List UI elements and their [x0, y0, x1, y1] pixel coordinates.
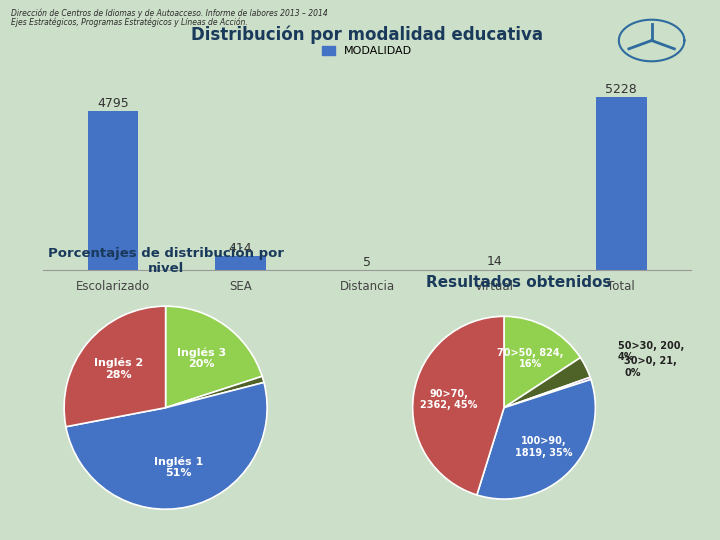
- Bar: [215, 256, 266, 270]
- Wedge shape: [413, 316, 504, 495]
- Title: Porcentajes de distribución por
nivel: Porcentajes de distribución por nivel: [48, 247, 284, 275]
- Wedge shape: [166, 376, 264, 408]
- Text: Resultados obtenidos: Resultados obtenidos: [426, 275, 611, 291]
- Wedge shape: [477, 380, 595, 499]
- Text: 100>90,
1819, 35%: 100>90, 1819, 35%: [515, 436, 572, 458]
- Text: Inglés 3
20%: Inglés 3 20%: [177, 347, 226, 369]
- Text: Ejes Estratégicos, Programas Estratégicos y Líneas de Acción.: Ejes Estratégicos, Programas Estratégico…: [11, 18, 248, 28]
- Wedge shape: [66, 382, 267, 509]
- Wedge shape: [504, 377, 591, 408]
- Text: 50>30, 200,
4%: 50>30, 200, 4%: [618, 341, 684, 362]
- Text: Inglés 1
51%: Inglés 1 51%: [154, 456, 204, 478]
- Text: 14: 14: [487, 255, 502, 268]
- Legend: MODALIDAD: MODALIDAD: [318, 42, 417, 60]
- Title: Distribución por modalidad educativa: Distribución por modalidad educativa: [192, 25, 543, 44]
- Bar: [88, 111, 138, 270]
- Text: 5228: 5228: [606, 83, 637, 96]
- Text: 90>70,
2362, 45%: 90>70, 2362, 45%: [420, 388, 477, 410]
- Text: 70>50, 824,
16%: 70>50, 824, 16%: [498, 348, 564, 369]
- Text: 5: 5: [363, 255, 372, 268]
- Wedge shape: [166, 306, 262, 408]
- Text: 414: 414: [228, 242, 252, 255]
- Text: Inglés 2
28%: Inglés 2 28%: [94, 358, 143, 380]
- Text: Dirección de Centros de Idiomas y de Autoacceso. Informe de labores 2013 – 2014: Dirección de Centros de Idiomas y de Aut…: [11, 8, 328, 18]
- Text: 30>0, 21,
0%: 30>0, 21, 0%: [624, 356, 677, 378]
- Text: 4795: 4795: [97, 97, 129, 110]
- Wedge shape: [64, 306, 166, 427]
- Bar: [596, 97, 647, 270]
- Wedge shape: [504, 357, 590, 408]
- Wedge shape: [504, 316, 580, 408]
